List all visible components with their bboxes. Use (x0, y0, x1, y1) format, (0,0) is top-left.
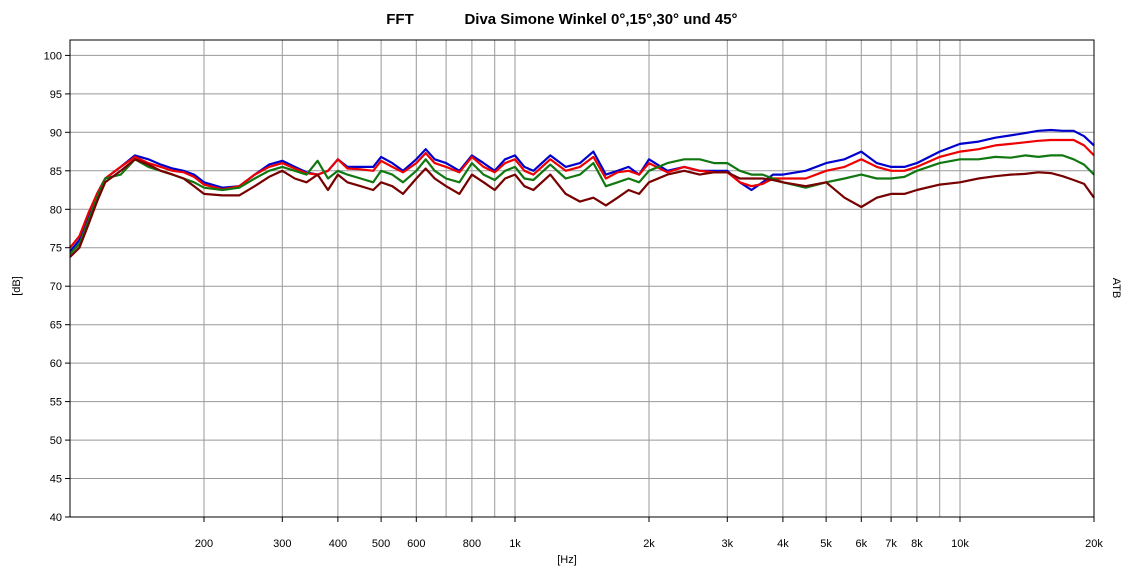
y-tick-label: 45 (50, 474, 62, 486)
x-tick-label: 3k (721, 538, 733, 550)
y-tick-label: 95 (50, 89, 62, 101)
x-axis-label: [Hz] (557, 554, 577, 566)
x-tick-label: 10k (951, 538, 969, 550)
y-tick-label: 85 (50, 166, 62, 178)
x-tick-label: 800 (463, 538, 481, 550)
chart-title-fft: FFT (386, 11, 414, 28)
y-tick-label: 100 (44, 50, 62, 62)
x-tick-label: 7k (885, 538, 897, 550)
grid (70, 40, 1094, 518)
y-tick-label: 90 (50, 127, 62, 139)
series-line-3 (69, 154, 1095, 255)
series-line-4 (69, 158, 1095, 258)
y-tick-labels: 40 45 50 55 60 65 70 75 80 85 90 95 100 (44, 50, 70, 524)
series-group (69, 128, 1095, 258)
y-tick-label: 75 (50, 243, 62, 255)
x-tick-label: 8k (911, 538, 923, 550)
x-tick-label: 600 (407, 538, 425, 550)
right-axis-label: ATB (1110, 278, 1122, 299)
y-axis-label: [dB] (11, 276, 23, 296)
y-tick-label: 80 (50, 204, 62, 216)
plot-frame (69, 39, 1095, 518)
y-tick-label: 40 (50, 512, 62, 524)
x-tick-label: 4k (777, 538, 789, 550)
x-tick-label: 1k (509, 538, 521, 550)
x-tick-label: 20k (1085, 538, 1103, 550)
x-tick-label: 400 (329, 538, 347, 550)
x-tick-label: 300 (273, 538, 291, 550)
series-line-1 (69, 128, 1095, 253)
y-tick-label: 50 (50, 435, 62, 447)
y-tick-label: 65 (50, 320, 62, 332)
x-tick-label: 6k (855, 538, 867, 550)
plot-area (69, 39, 1095, 518)
x-tick-label: 500 (372, 538, 390, 550)
y-tick-label: 70 (50, 281, 62, 293)
y-tick-label: 60 (50, 358, 62, 370)
x-tick-label: 2k (643, 538, 655, 550)
y-tick-label: 55 (50, 397, 62, 409)
chart-title: Diva Simone Winkel 0°,15°,30° und 45° (464, 11, 737, 28)
x-tick-label: 200 (195, 538, 213, 550)
x-tick-label: 5k (820, 538, 832, 550)
x-tick-labels: 200 300 400 500 600 800 1k 2k 3k 4k 5k 6k 7k 8k 10k 20k (195, 517, 1103, 550)
